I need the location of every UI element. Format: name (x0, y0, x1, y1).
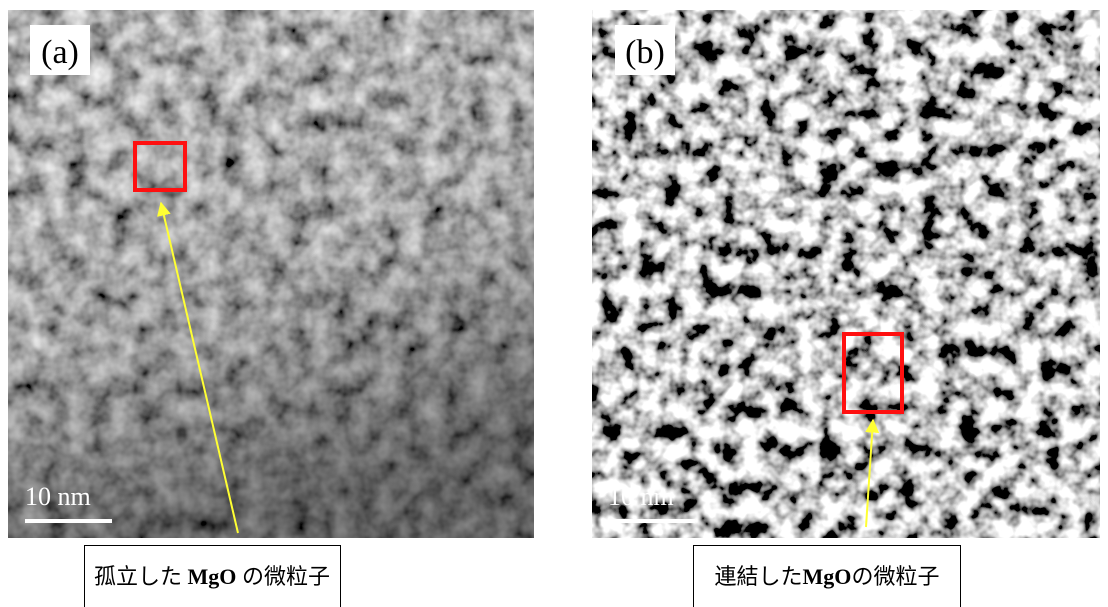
caption-part: の微粒子 (851, 564, 939, 589)
caption-part: の微粒子 (236, 564, 330, 589)
figure: (a) 10 nm 孤立した MgO の微粒子 (b) 10 nm 連結したMg… (0, 0, 1108, 607)
caption: 孤立した MgO の微粒子 (94, 564, 330, 589)
panel-b: (b) 10 nm 連結したMgOの微粒子 (592, 10, 1100, 607)
caption-part: 連結した (715, 564, 803, 589)
panel-label: (b) (625, 34, 665, 71)
caption-part: MgO (188, 564, 237, 589)
panel-a: (a) 10 nm 孤立した MgO の微粒子 (8, 10, 534, 607)
tem-image (592, 10, 1100, 538)
scale-bar-label: 10 nm (25, 482, 91, 511)
caption-part: MgO (803, 564, 852, 589)
caption: 連結したMgOの微粒子 (715, 564, 940, 589)
caption-part: 孤立した (94, 564, 188, 589)
scale-bar-label: 10 nm (608, 482, 674, 511)
panel-label: (a) (41, 34, 79, 71)
image-shade (8, 10, 534, 538)
